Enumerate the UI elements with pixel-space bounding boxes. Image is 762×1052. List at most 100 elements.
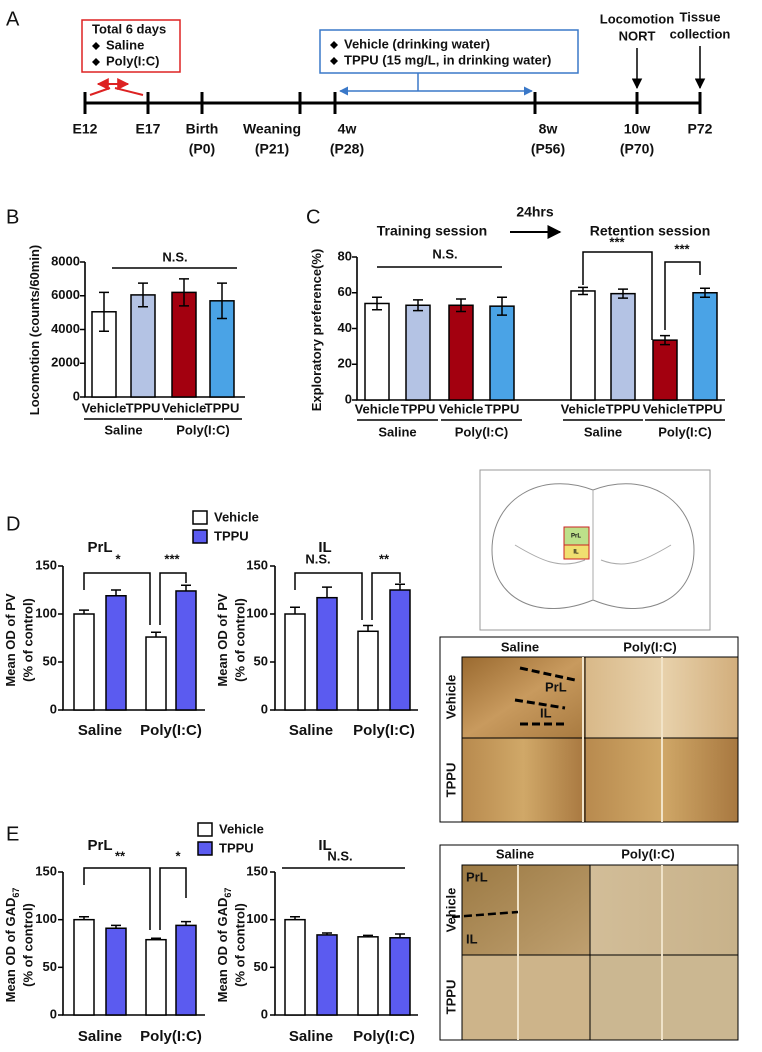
legend-swatch — [197, 841, 213, 856]
significance-label: N.S. — [162, 249, 187, 264]
timeline-label: (P70) — [620, 141, 654, 157]
x-tick-label: TPPU — [485, 401, 520, 416]
y-axis-label: (% of control) — [20, 903, 35, 987]
y-axis-label: Mean OD of PV — [215, 593, 230, 687]
session-label: Training session — [377, 223, 487, 239]
timeline-label: E17 — [136, 121, 161, 137]
region-border — [451, 910, 519, 919]
y-tick-label: 100 — [246, 605, 268, 620]
atlas-lines — [514, 490, 672, 600]
chart: B 0 2000 4000 6000 8000 Locomotion (counts/60m… — [6, 206, 245, 437]
bar — [105, 927, 127, 1016]
error-bar — [497, 296, 507, 316]
bar — [357, 936, 379, 1016]
significance-label: N.S. — [327, 848, 352, 863]
legend-label: Vehicle — [214, 509, 259, 524]
y-axis-label-sub: 67 — [223, 888, 233, 898]
significance-label: ** — [379, 551, 390, 566]
significance-bracket — [159, 867, 187, 930]
event-label: collection — [670, 26, 731, 41]
row-label: TPPU — [443, 980, 458, 1015]
group-label: Saline — [104, 422, 142, 437]
micrograph-grid — [461, 656, 739, 823]
legend-swatch — [197, 822, 213, 837]
timeline-ticks: E12 E17 Birth (P0) Weaning (P21) 4w (P28) 8w (P56… — [73, 92, 713, 157]
error-bar — [322, 586, 332, 598]
y-tick-label: 150 — [246, 557, 268, 572]
y-tick-label: 6000 — [51, 287, 80, 302]
bar — [284, 918, 306, 1016]
treatment-item: TPPU (15 mg/L, in drinking water) — [344, 52, 551, 67]
atlas-label: PrL — [571, 534, 581, 540]
error-bar — [181, 584, 191, 591]
timeline: A Total 6 days Saline Poly(I:C) Vehicle … — [6, 8, 730, 156]
legend-label: Vehicle — [219, 821, 264, 836]
column-label: Poly(I:C) — [623, 639, 676, 654]
y-axis-label: Mean OD of GAD67 — [215, 888, 233, 1003]
y-tick-label: 20 — [338, 356, 352, 371]
significance-bracket — [83, 572, 151, 625]
bar — [145, 938, 167, 1016]
region-label: IL — [540, 705, 552, 720]
timeline-label: (P28) — [330, 141, 364, 157]
y-axis-label: Mean OD of GAD67 — [3, 888, 21, 1003]
bar — [652, 339, 678, 401]
dosing-arrow — [89, 84, 144, 95]
x-tick-label: Saline — [289, 722, 333, 739]
y-axis-label: (% of control) — [232, 903, 247, 987]
y-tick-label: 0 — [261, 701, 268, 716]
error-bar — [413, 299, 423, 312]
y-tick-label: 0 — [50, 701, 57, 716]
panel-label: D — [6, 513, 20, 535]
pv-images: PrL IL Saline Poly(I:C) Vehicle TPPU PrL… — [439, 469, 739, 823]
group-label: Poly(I:C) — [658, 424, 711, 439]
x-tick-label: Saline — [78, 722, 122, 739]
group-label: Poly(I:C) — [176, 422, 229, 437]
y-tick-label: 100 — [35, 605, 57, 620]
x-tick-label: Vehicle — [439, 401, 484, 416]
interval-label: 24hrs — [516, 204, 554, 220]
y-tick-label: 4000 — [51, 321, 80, 336]
x-tick-label: TPPU — [401, 401, 436, 416]
bar — [405, 304, 431, 401]
x-tick-label: Vehicle — [561, 401, 606, 416]
bar — [448, 304, 474, 401]
row-label: Vehicle — [443, 888, 458, 933]
timeline-label: (P56) — [531, 141, 565, 157]
dosing-item: Saline — [106, 37, 144, 52]
significance-label: * — [175, 848, 181, 863]
group-label: Saline — [584, 424, 622, 439]
error-bar — [138, 282, 148, 308]
column-label: Poly(I:C) — [621, 846, 674, 861]
y-axis-label: (% of control) — [20, 598, 35, 682]
error-bar — [395, 583, 405, 590]
y-tick-label: 0 — [345, 391, 352, 406]
y-axis-label-text: Mean OD of GAD — [3, 898, 18, 1003]
timeline-label: (P0) — [189, 141, 215, 157]
error-bar — [181, 920, 191, 926]
bar — [130, 294, 156, 398]
session-header: Training session 24hrs Retention session — [377, 204, 710, 239]
error-bar — [79, 609, 89, 614]
bullet — [330, 41, 338, 65]
y-axis-label-text: Locomotion (counts/60min) — [27, 245, 42, 415]
micrograph-grid — [461, 864, 739, 1041]
x-tick-label: Vehicle — [82, 400, 127, 415]
chart-title: IL — [318, 837, 331, 854]
bar — [73, 613, 95, 711]
region-label: IL — [466, 931, 478, 946]
micrograph — [590, 955, 738, 1040]
x-tick-label: Saline — [78, 1028, 122, 1045]
x-tick-label: Vehicle — [643, 401, 688, 416]
micrograph — [462, 955, 590, 1040]
x-tick-label: Saline — [289, 1028, 333, 1045]
y-tick-label: 50 — [254, 959, 268, 974]
bar — [105, 595, 127, 711]
error-bar — [322, 932, 332, 935]
y-tick-label: 50 — [43, 959, 57, 974]
bar — [489, 305, 515, 401]
timeline-label: 8w — [539, 121, 558, 137]
timeline-label: 4w — [338, 121, 357, 137]
treatment-item: Vehicle (drinking water) — [344, 36, 490, 51]
